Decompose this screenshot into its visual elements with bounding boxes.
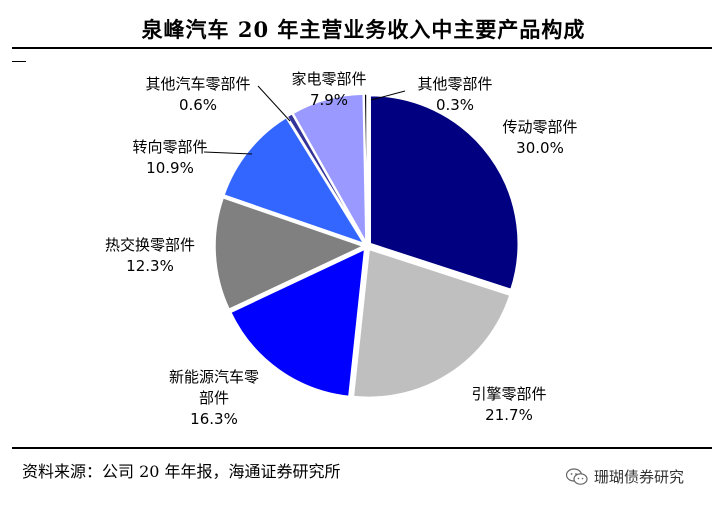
slice-percent-label: 7.9%	[310, 91, 348, 109]
leader-line	[257, 85, 291, 122]
watermark-text: 珊瑚债券研究	[594, 468, 685, 486]
left-stub-rule	[12, 61, 26, 62]
chart-title: 泉峰汽车 20 年主营业务收入中主要产品构成	[141, 17, 586, 42]
top-rule	[12, 47, 712, 49]
slice-category-label: 热交换零部件	[105, 236, 195, 254]
leader-line	[370, 90, 406, 101]
slice-category-label: 部件	[199, 389, 229, 407]
pie-slice	[291, 93, 367, 243]
slice-percent-label: 0.3%	[436, 96, 474, 114]
slice-percent-label: 0.6%	[179, 96, 217, 114]
slice-category-label: 其他汽车零部件	[145, 75, 250, 93]
slice-category-label: 传动零部件	[502, 118, 577, 136]
pie-slice	[229, 248, 366, 398]
slice-percent-label: 30.0%	[516, 139, 564, 157]
pie-slice	[286, 112, 366, 243]
slice-percent-label: 21.7%	[485, 406, 533, 424]
pie-slice	[363, 93, 368, 243]
slice-percent-label: 16.3%	[190, 410, 238, 428]
pie-slice	[352, 248, 511, 399]
pie-slice	[214, 196, 365, 311]
pie-slice	[223, 116, 366, 245]
pie-slice	[369, 94, 519, 291]
slice-category-label: 引擎零部件	[471, 385, 546, 403]
source-note: 资料来源：公司 20 年年报，海通证券研究所	[22, 462, 341, 481]
watermark: 珊瑚债券研究	[566, 466, 684, 487]
slice-category-label: 其他零部件	[417, 75, 492, 93]
slice-category-label: 转向零部件	[132, 138, 207, 156]
leader-line	[203, 151, 253, 155]
slice-percent-label: 10.9%	[146, 159, 194, 177]
bottom-rule	[12, 447, 712, 449]
slice-category-label: 新能源汽车零	[169, 368, 259, 386]
wechat-icon	[566, 467, 588, 485]
slice-percent-label: 12.3%	[126, 257, 174, 275]
slice-category-label: 家电零部件	[291, 70, 366, 88]
